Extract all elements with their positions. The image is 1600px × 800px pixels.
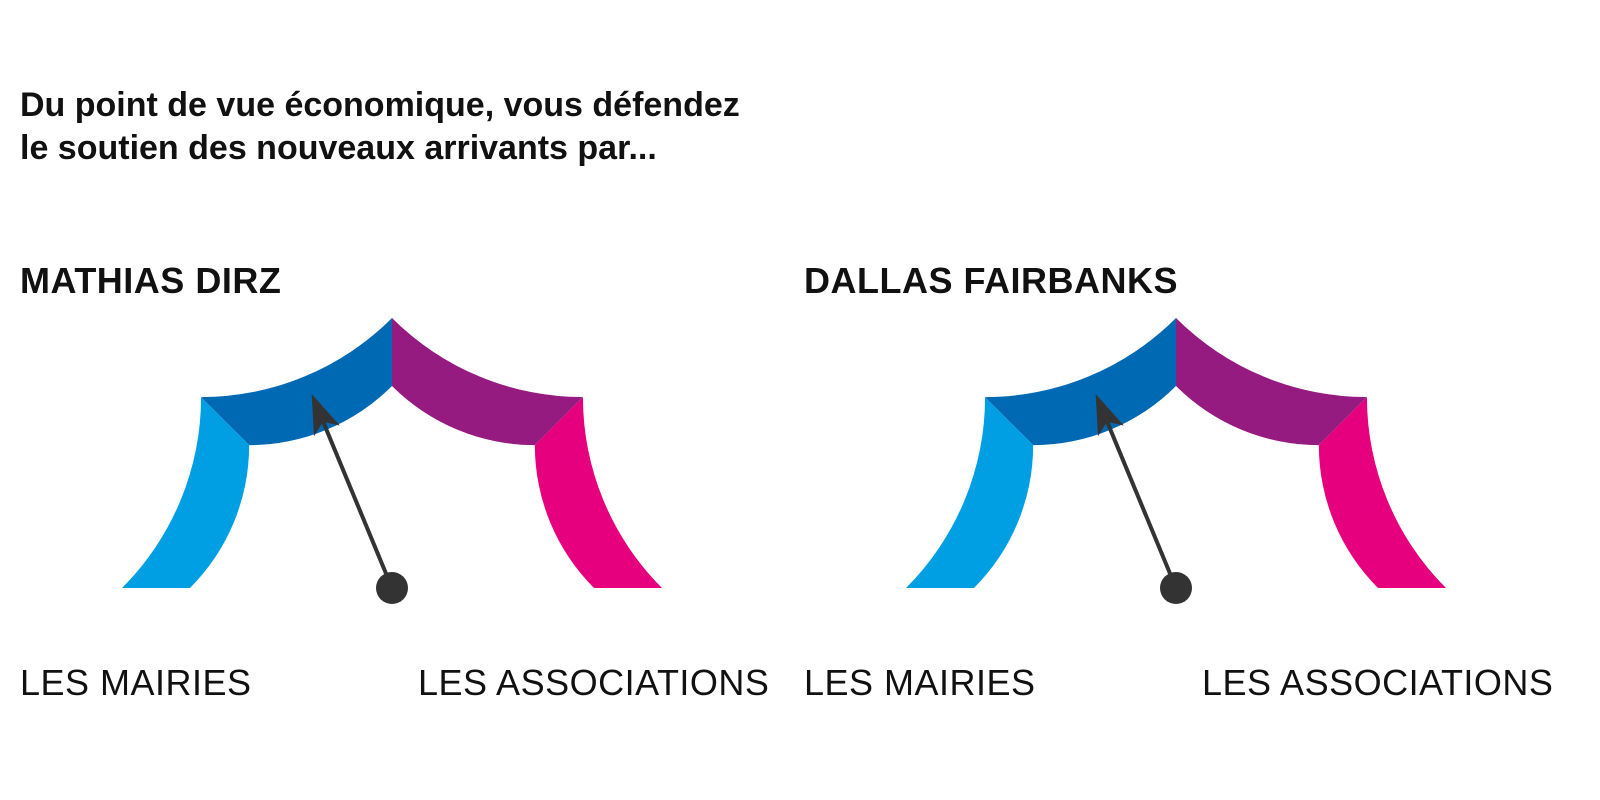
gauge-panel-mathias-dirz: MATHIAS DIRZ LES MAIRIES LES ASSOCIATION… [0,0,784,800]
scale-label-right: LES ASSOCIATIONS [1202,662,1554,703]
gauge-segment-far-left [906,397,1034,588]
gauge-segment-right [1176,318,1367,446]
scale-label-right: LES ASSOCIATIONS [418,662,770,703]
gauge-segment-left [985,318,1176,446]
needle-shaft [321,420,394,589]
gauge-segment-far-right [534,397,662,588]
gauge-segment-far-left [122,397,250,588]
needle-arrowhead [1095,393,1124,437]
needle-pivot [376,572,408,604]
scale-label-left: LES MAIRIES [804,662,1036,703]
scale-label-left: LES MAIRIES [20,662,252,703]
needle-pivot [1160,572,1192,604]
question-title: Du point de vue économique, vous défende… [20,84,920,170]
needle-shaft [1105,420,1178,589]
question-line-2: le soutien des nouveaux arrivants par... [20,129,657,167]
gauge-segment-right [392,318,583,446]
question-line-1: Du point de vue économique, vous défende… [20,86,740,124]
person-name: MATHIAS DIRZ [20,260,282,301]
gauge-segment-far-right [1318,397,1446,588]
person-name: DALLAS FAIRBANKS [804,260,1178,301]
gauge-panel-dallas-fairbanks: DALLAS FAIRBANKS LES MAIRIES LES ASSOCIA… [784,0,1568,800]
gauge-segment-left [201,318,392,446]
needle-arrowhead [311,393,340,437]
